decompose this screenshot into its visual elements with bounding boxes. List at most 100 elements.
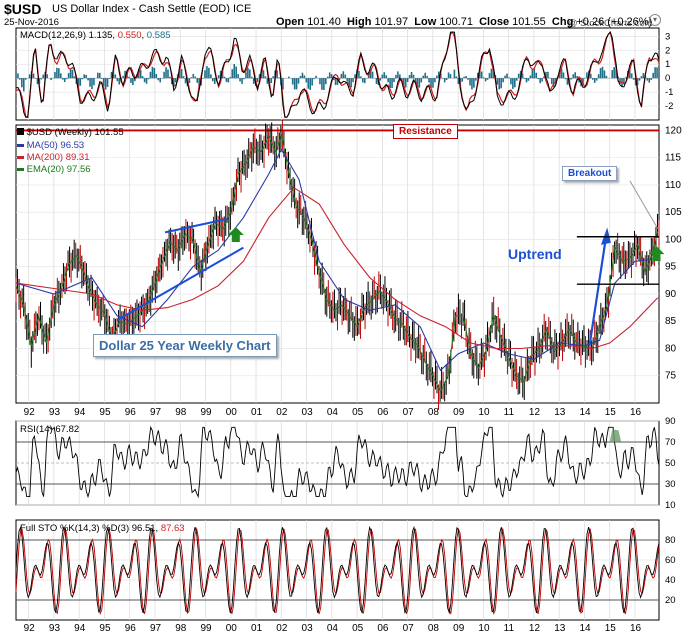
chart-title-callout: Dollar 25 Year Weekly Chart (93, 334, 277, 357)
price-tick-label: 120 (665, 125, 682, 136)
x-tick-label-bottom: 92 (24, 623, 36, 634)
x-tick-label-bottom: 97 (150, 623, 162, 634)
x-tick-label: 02 (276, 407, 288, 418)
rsi-tick-label: 50 (665, 458, 676, 469)
x-tick-label: 98 (175, 407, 187, 418)
price-legend-ma200: MA(200) 89.31 (17, 152, 89, 163)
x-tick-label-bottom: 13 (554, 623, 566, 634)
sto-k-line (15, 525, 660, 615)
x-tick-label: 00 (226, 407, 238, 418)
sto-tick-label: 60 (665, 555, 676, 566)
x-tick-label-bottom: 02 (276, 623, 288, 634)
macd-tick-label: -2 (665, 101, 673, 112)
close-value: 101.55 (512, 16, 546, 28)
x-tick-label: 04 (327, 407, 339, 418)
legend-swatch-ma200 (17, 155, 24, 159)
price-tick-label: 105 (665, 207, 682, 218)
price-legend-ma50: MA(50) 96.53 (17, 140, 84, 151)
sto-legend-k: 96.51 (131, 523, 156, 534)
rsi-legend-label: RSI(14) (20, 424, 53, 435)
x-tick-label-bottom: 93 (49, 623, 61, 634)
x-tick-label: 97 (150, 407, 162, 418)
x-tick-label-bottom: 09 (453, 623, 465, 634)
x-tick-label-bottom: 00 (226, 623, 238, 634)
rsi-line (15, 425, 660, 499)
x-tick-label-bottom: 94 (74, 623, 86, 634)
high-value: 101.97 (374, 16, 409, 28)
x-tick-label: 99 (200, 407, 212, 418)
price-tick-label: 85 (665, 316, 677, 327)
x-tick-label: 15 (605, 407, 617, 418)
legend-swatch-ma50 (17, 143, 24, 147)
x-tick-label: 95 (99, 407, 111, 418)
x-tick-label: 10 (478, 407, 490, 418)
watermark: @ StockCharts.com (568, 18, 653, 29)
macd-tick-label: 3 (665, 31, 670, 42)
high-label: High (346, 16, 372, 28)
uptrend-arrow-line (588, 237, 608, 346)
green-arrow-2016 (648, 246, 665, 262)
rsi-tick-label: 30 (665, 479, 676, 490)
macd-tick-label: 1 (665, 59, 670, 70)
sto-legend-label: Full STO %K(14,3) %D(3) (20, 523, 130, 534)
info-icon[interactable]: ▾ (649, 14, 661, 26)
breakout-pointer (629, 180, 659, 229)
x-tick-label: 12 (529, 407, 541, 418)
macd-tick-label: 0 (665, 73, 670, 84)
macd-legend-histogram: 0.585 (146, 30, 171, 41)
low-value: 100.71 (439, 16, 473, 28)
breakout-label: Breakout (562, 166, 618, 181)
macd-legend-macd: 1.135 (88, 30, 113, 41)
x-tick-label: 14 (579, 407, 591, 418)
uptrend-label: Uptrend (508, 246, 562, 262)
price-legend-label: $USD (Weekly) 101.55 (26, 127, 124, 138)
ma200-legend-label: MA(200) 89.31 (26, 152, 90, 163)
ohlc-readout: Open 101.40 High 101.97 Low 100.71 Close… (276, 16, 652, 28)
price-tick-label: 100 (665, 234, 682, 245)
x-tick-label: 07 (403, 407, 415, 418)
macd-legend-signal: 0.550 (117, 30, 142, 41)
x-tick-label-bottom: 14 (579, 623, 591, 634)
macd-legend-label: MACD(12,26,9) (20, 30, 86, 41)
price-tick-label: 75 (665, 371, 677, 382)
sto-tick-label: 40 (665, 575, 676, 586)
rsi-legend-value: 67.82 (55, 424, 80, 435)
x-tick-label-bottom: 10 (478, 623, 490, 634)
x-tick-label-bottom: 01 (251, 623, 263, 634)
x-tick-label: 06 (377, 407, 389, 418)
price-tick-label: 110 (665, 180, 681, 191)
macd-tick-label: -1 (665, 87, 673, 98)
chg-value: +0.26 (+0.26%) (576, 16, 653, 28)
chart-symbol: $USD (4, 1, 42, 17)
price-tick-label: 115 (665, 153, 681, 164)
macd-legend-sep: , (112, 30, 116, 41)
close-label: Close (479, 16, 510, 28)
x-tick-label: 05 (352, 407, 364, 418)
x-tick-label-bottom: 95 (99, 623, 111, 634)
green-arrow-2000 (227, 227, 244, 243)
price-legend-ema20: EMA(20) 97.56 (17, 164, 91, 175)
x-tick-label-bottom: 07 (403, 623, 415, 634)
x-tick-label: 11 (504, 407, 515, 418)
x-tick-label-bottom: 99 (200, 623, 212, 634)
ma50-legend-label: MA(50) 96.53 (26, 140, 85, 151)
x-tick-label: 92 (24, 407, 36, 418)
x-tick-label-bottom: 11 (504, 623, 515, 634)
x-tick-label: 03 (302, 407, 314, 418)
x-tick-label-bottom: 03 (302, 623, 314, 634)
rsi-legend: RSI(14) 67.82 (20, 424, 79, 435)
x-tick-label-bottom: 08 (428, 623, 440, 634)
sto-legend-d: 87.63 (160, 523, 185, 534)
macd-line (15, 31, 660, 118)
chart-instrument-name: US Dollar Index - Cash Settle (EOD) ICE (52, 3, 252, 15)
x-tick-label: 96 (125, 407, 137, 418)
rsi-tick-label: 90 (665, 416, 676, 427)
sto-tick-label: 80 (665, 535, 676, 546)
macd-tick-label: 2 (665, 45, 670, 56)
panel-frame-sto (15, 519, 660, 621)
macd-signal-line (15, 30, 660, 119)
x-tick-label-bottom: 04 (327, 623, 339, 634)
sto-legend-sep: , (155, 523, 159, 534)
sto-d-line (15, 527, 660, 616)
x-tick-label: 16 (630, 407, 642, 418)
